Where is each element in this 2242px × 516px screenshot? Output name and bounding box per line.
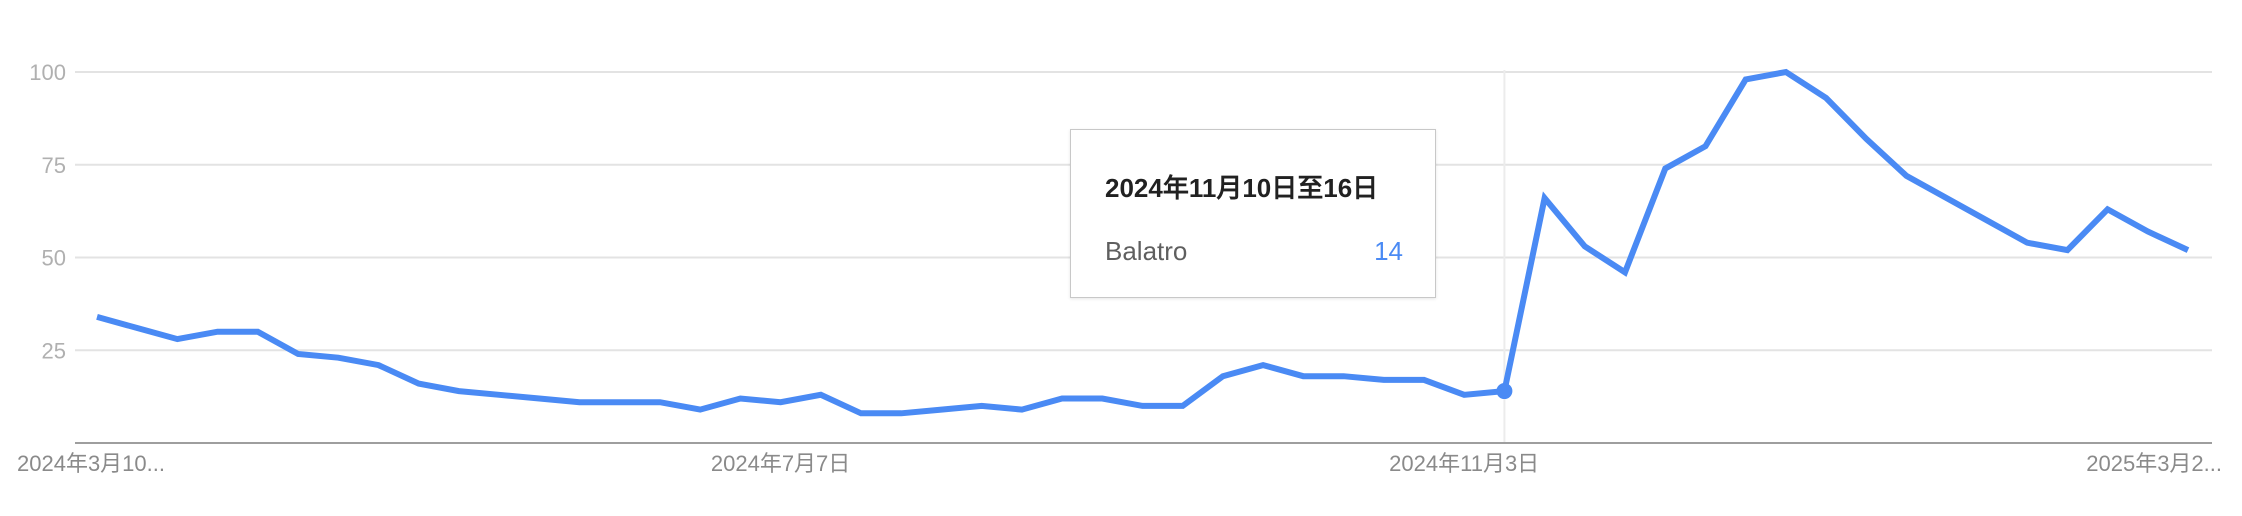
data-point[interactable] [979,403,985,409]
data-point[interactable] [1059,395,1065,401]
data-point[interactable] [1904,173,1910,179]
data-point[interactable] [1743,76,1749,82]
data-point[interactable] [1381,377,1387,383]
data-point[interactable] [1019,407,1025,413]
data-point[interactable] [1582,243,1588,249]
tooltip-value: 14 [1374,236,1403,266]
data-point[interactable] [1260,362,1266,368]
data-point[interactable] [2105,206,2111,212]
data-point[interactable] [858,410,864,416]
data-point[interactable] [2024,240,2030,246]
tooltip-date-range: 2024年11月10日至16日 [1105,173,1379,203]
data-point[interactable] [1300,373,1306,379]
data-point[interactable] [1099,395,1105,401]
x-tick-label: 2024年3月10... [17,451,165,476]
series-line-balatro [96,68,2190,417]
data-point[interactable] [375,362,381,368]
x-axis-ticks: 2024年3月10... 2024年7月7日 2024年11月3日 2025年3月2.… [17,451,2222,476]
data-point[interactable] [1783,69,1789,75]
data-point[interactable] [2145,229,2151,235]
y-tick-label: 25 [42,338,66,363]
data-point[interactable] [215,329,221,335]
x-tick-label: 2024年11月3日 [1389,451,1539,476]
tooltip-series-name: Balatro [1105,236,1188,266]
y-tick-label: 100 [29,60,66,85]
data-point[interactable] [536,395,542,401]
data-point[interactable] [778,399,784,405]
data-point[interactable] [174,336,180,342]
data-point[interactable] [456,388,462,394]
data-point[interactable] [134,325,140,331]
y-axis-ticks: 25 50 75 100 [29,60,66,363]
data-point[interactable] [1662,165,1668,171]
data-point[interactable] [697,407,703,413]
data-point[interactable] [496,392,502,398]
data-point[interactable] [2064,247,2070,253]
data-point[interactable] [2185,247,2191,253]
data-point[interactable] [255,329,261,335]
data-point[interactable] [737,395,743,401]
data-point[interactable] [1542,195,1548,201]
data-point[interactable] [657,399,663,405]
data-point[interactable] [295,351,301,357]
data-point[interactable] [1984,217,1990,223]
data-point[interactable] [1220,373,1226,379]
data-point[interactable] [1823,95,1829,101]
data-point[interactable] [1702,143,1708,149]
data-point[interactable] [938,407,944,413]
data-point[interactable] [1622,269,1628,275]
data-point[interactable] [1944,195,1950,201]
data-point[interactable] [335,355,341,361]
data-point[interactable] [617,399,623,405]
data-point[interactable] [577,399,583,405]
data-point[interactable] [416,381,422,387]
x-tick-label: 2025年3月2... [2086,451,2222,476]
data-point[interactable] [94,314,100,320]
data-point[interactable] [1421,377,1427,383]
x-tick-label: 2024年7月7日 [711,451,850,476]
data-tooltip: 2024年11月10日至16日 Balatro 14 [1070,129,1436,298]
data-point[interactable] [1180,403,1186,409]
y-tick-label: 50 [42,246,66,271]
data-point[interactable] [898,410,904,416]
data-point[interactable] [818,392,824,398]
highlighted-data-point[interactable] [1496,383,1513,400]
data-point[interactable] [1461,392,1467,398]
data-point[interactable] [1140,403,1146,409]
data-point[interactable] [1863,136,1869,142]
y-tick-label: 75 [42,153,66,178]
data-point[interactable] [1341,373,1347,379]
series-layer [94,68,2191,417]
